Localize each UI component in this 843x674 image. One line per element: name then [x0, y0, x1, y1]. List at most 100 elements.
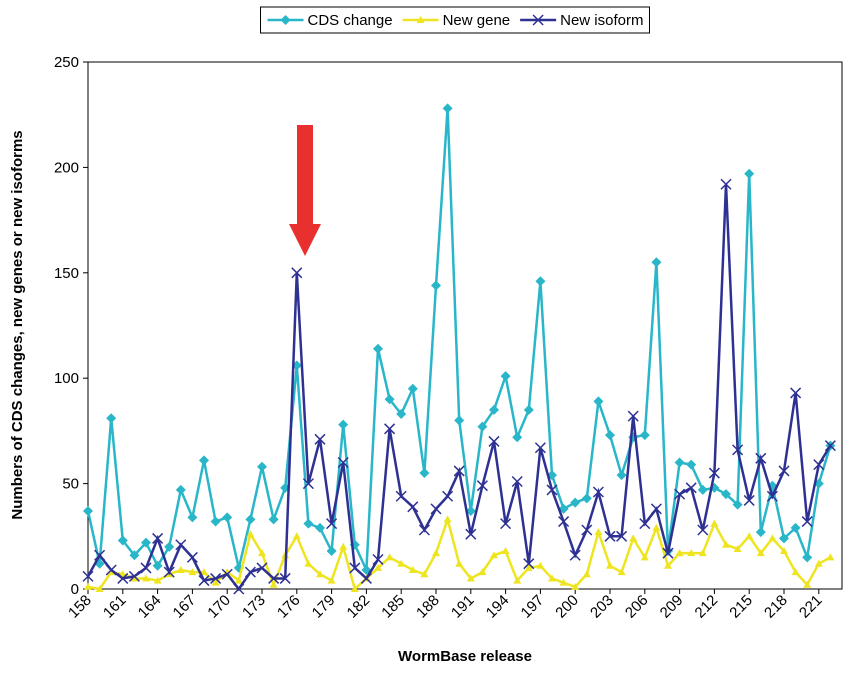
point [337, 456, 349, 469]
point [186, 551, 198, 563]
point [511, 475, 523, 488]
point [314, 433, 326, 445]
point [592, 486, 604, 498]
point [339, 542, 348, 550]
y-tick-label: 150 [54, 265, 79, 282]
point [604, 530, 616, 542]
point [582, 570, 591, 578]
arrow-shaft [297, 125, 313, 225]
point [291, 267, 303, 279]
point [234, 576, 243, 584]
point [721, 489, 731, 500]
point [710, 519, 719, 527]
x-tick-label: 161 [100, 592, 130, 622]
point [697, 484, 708, 495]
point [407, 501, 419, 513]
plot-frame [87, 61, 843, 590]
x-tick-label: 188 [413, 592, 443, 622]
point [801, 516, 813, 528]
point [315, 522, 325, 533]
point [594, 528, 603, 536]
y-tick-label: 250 [54, 54, 79, 71]
point [803, 580, 812, 588]
point [489, 404, 499, 415]
point [384, 423, 396, 435]
y-tick-label: 100 [54, 370, 79, 387]
point [106, 413, 117, 424]
point [268, 572, 280, 584]
point [211, 578, 220, 586]
point [768, 534, 777, 542]
point [420, 570, 429, 578]
point [500, 371, 511, 382]
point [766, 490, 778, 502]
point [244, 566, 256, 578]
point [384, 394, 395, 405]
point [559, 578, 568, 586]
point [442, 490, 454, 502]
point [523, 558, 535, 570]
point [129, 550, 140, 561]
arrow [289, 125, 321, 256]
point [488, 435, 500, 447]
point [210, 516, 221, 527]
point [430, 503, 442, 515]
point [142, 574, 150, 582]
point [571, 582, 580, 590]
point [302, 478, 314, 490]
point [418, 524, 430, 536]
x-tick-label: 158 [65, 592, 95, 622]
point [258, 549, 266, 557]
point [327, 576, 336, 584]
point [397, 559, 406, 567]
point [524, 563, 533, 571]
point [732, 499, 743, 510]
point [303, 518, 314, 529]
point [408, 566, 417, 574]
point [780, 547, 788, 555]
point [500, 518, 512, 530]
point [245, 514, 256, 525]
point [279, 572, 291, 584]
point [130, 574, 139, 582]
point [790, 522, 801, 533]
point [152, 532, 164, 544]
point [720, 178, 732, 190]
point [443, 515, 452, 523]
x-tick-label: 221 [796, 592, 826, 622]
point [476, 480, 488, 492]
point [687, 549, 696, 557]
point [188, 568, 197, 576]
point [176, 566, 185, 574]
point [83, 506, 93, 517]
point [732, 444, 744, 456]
series-line [86, 184, 832, 592]
point [581, 524, 593, 536]
point [733, 544, 742, 552]
x-tick-label: 200 [552, 592, 582, 622]
x-tick-label: 206 [622, 592, 652, 622]
point [140, 562, 152, 574]
point [629, 534, 638, 542]
point [558, 516, 570, 528]
point [175, 539, 187, 551]
point [685, 482, 697, 494]
x-tick-label: 197 [518, 592, 548, 622]
point [743, 494, 755, 506]
point [175, 484, 186, 495]
point [407, 383, 418, 394]
point [548, 574, 556, 582]
point [606, 561, 614, 569]
point [200, 568, 208, 576]
x-tick-label: 164 [135, 592, 165, 622]
x-tick-label: 173 [239, 592, 269, 622]
point [513, 576, 522, 584]
point [233, 583, 245, 595]
point [605, 430, 615, 441]
x-tick-label: 179 [309, 592, 339, 622]
point [490, 551, 498, 559]
point [570, 497, 581, 508]
point [338, 419, 349, 430]
point [466, 574, 475, 582]
